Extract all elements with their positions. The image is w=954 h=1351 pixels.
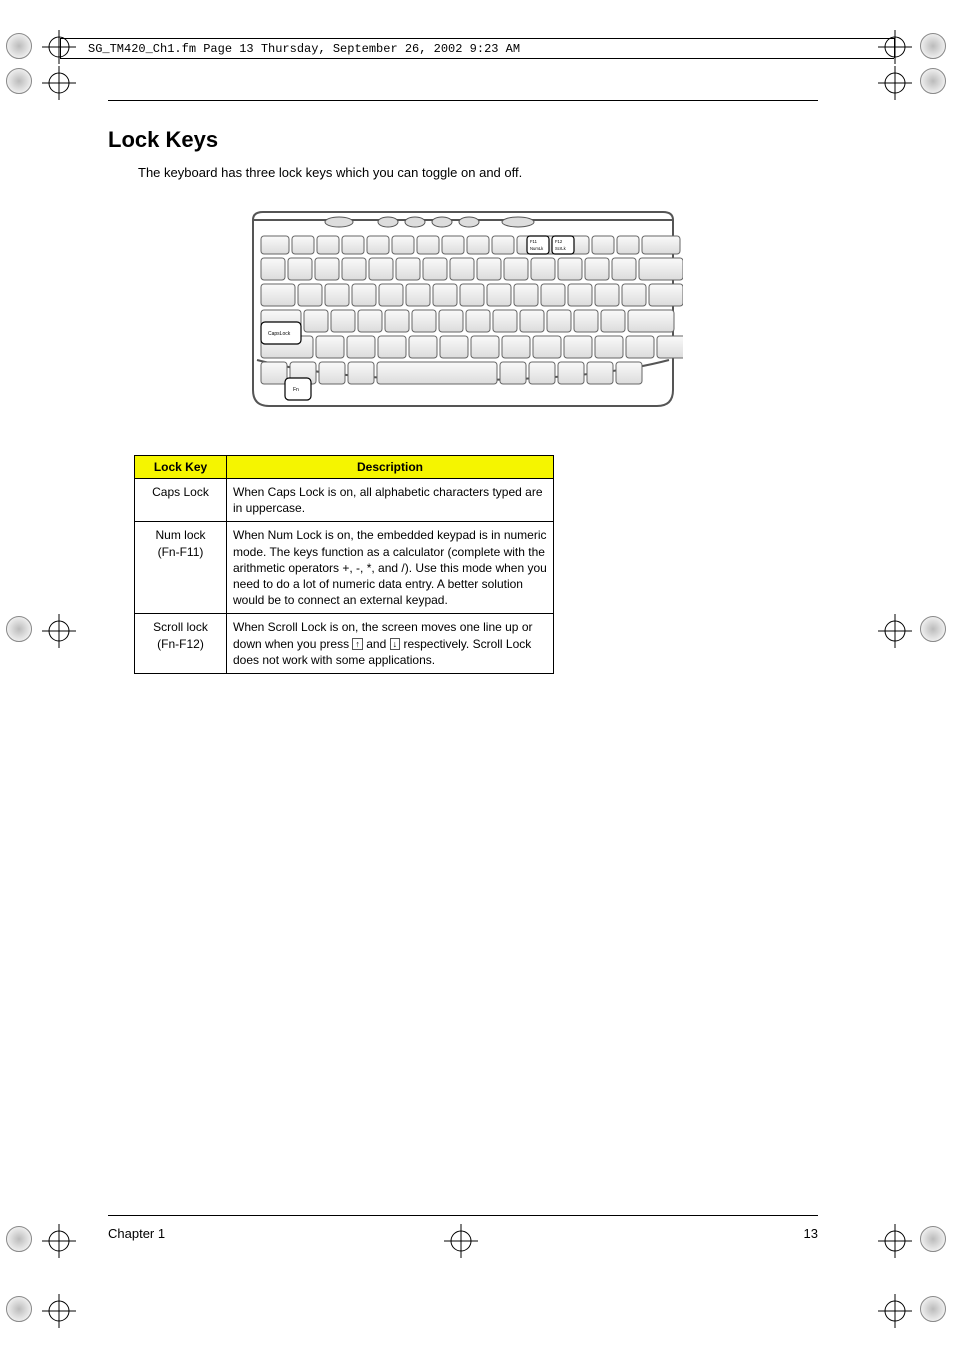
cell-key: Caps Lock — [135, 479, 227, 522]
cell-desc: When Scroll Lock is on, the screen moves… — [227, 614, 554, 674]
header-rule — [60, 58, 894, 59]
table-header-row: Lock Key Description — [135, 456, 554, 479]
reg-mark-icon — [6, 616, 32, 642]
crop-cross-icon — [878, 1294, 912, 1328]
cell-key: Scroll lock (Fn-F12) — [135, 614, 227, 674]
scrlk-label: ScrLk — [555, 246, 567, 251]
f12-label: F12 — [555, 239, 563, 244]
lock-keys-table: Lock Key Description Caps Lock When Caps… — [134, 455, 554, 674]
crop-cross-icon — [42, 66, 76, 100]
running-head: SG_TM420_Ch1.fm Page 13 Thursday, Septem… — [84, 42, 524, 56]
fn-label: Fn — [293, 387, 299, 393]
reg-mark-icon — [920, 616, 946, 642]
reg-mark-icon — [920, 33, 946, 59]
table-row: Caps Lock When Caps Lock is on, all alph… — [135, 479, 554, 522]
col-description: Description — [227, 456, 554, 479]
col-lockkey: Lock Key — [135, 456, 227, 479]
header-rule — [894, 38, 895, 58]
desc-text: and — [366, 637, 389, 651]
crop-cross-icon — [42, 614, 76, 648]
header-rule — [60, 38, 61, 58]
down-arrow-icon: ↓ — [390, 638, 401, 650]
page-footer: Chapter 1 13 — [108, 1215, 818, 1241]
reg-mark-icon — [6, 1226, 32, 1252]
page-content: Lock Keys The keyboard has three lock ke… — [108, 100, 818, 674]
header-rule — [60, 38, 894, 39]
reg-mark-icon — [920, 68, 946, 94]
cell-desc: When Num Lock is on, the embedded keypad… — [227, 522, 554, 614]
crop-cross-icon — [42, 1224, 76, 1258]
reg-mark-icon — [920, 1226, 946, 1252]
section-rule — [108, 100, 818, 101]
cell-key: Num lock (Fn-F11) — [135, 522, 227, 614]
footer-pagenum: 13 — [804, 1226, 818, 1241]
capslock-label: CapsLock — [268, 331, 291, 337]
crop-cross-icon — [878, 614, 912, 648]
footer-chapter: Chapter 1 — [108, 1226, 165, 1241]
section-title: Lock Keys — [108, 127, 818, 153]
reg-mark-icon — [6, 1296, 32, 1322]
table-row: Scroll lock (Fn-F12) When Scroll Lock is… — [135, 614, 554, 674]
numlk-label: NumLk — [530, 246, 544, 251]
keyboard-icon: F11 NumLk F12 ScrLk CapsLock Fn — [243, 210, 683, 410]
crop-cross-icon — [878, 1224, 912, 1258]
cell-desc: When Caps Lock is on, all alphabetic cha… — [227, 479, 554, 522]
crop-cross-icon — [878, 66, 912, 100]
f11-label: F11 — [530, 239, 538, 244]
table-row: Num lock (Fn-F11) When Num Lock is on, t… — [135, 522, 554, 614]
reg-mark-icon — [6, 33, 32, 59]
reg-mark-icon — [920, 1296, 946, 1322]
section-intro: The keyboard has three lock keys which y… — [138, 165, 818, 180]
keyboard-figure: F11 NumLk F12 ScrLk CapsLock Fn — [108, 210, 818, 415]
up-arrow-icon: ↑ — [352, 638, 363, 650]
crop-cross-icon — [42, 1294, 76, 1328]
reg-mark-icon — [6, 68, 32, 94]
